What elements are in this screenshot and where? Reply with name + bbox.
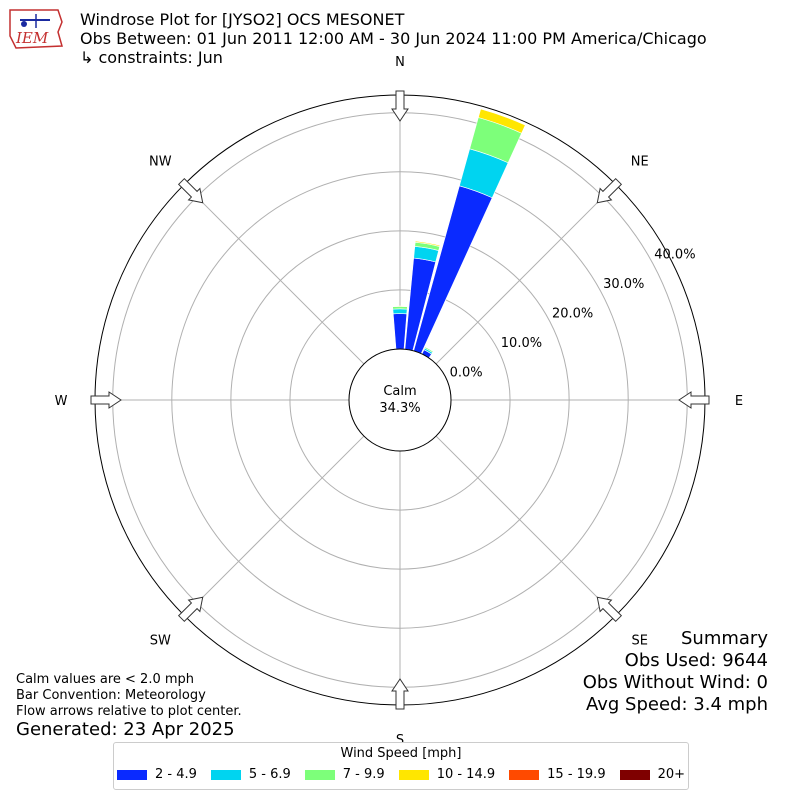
calm-value: 34.3% xyxy=(379,401,420,416)
legend-items: 2 - 4.9 5 - 6.9 7 - 9.9 10 - 14.9 15 - 19.9 2… xyxy=(114,767,688,782)
flow-arrow-icon xyxy=(177,177,204,204)
legend-swatch xyxy=(619,769,650,780)
flow-arrow-icon xyxy=(391,678,409,710)
radial-tick-label: 20.0% xyxy=(552,306,593,321)
calm-label: Calm xyxy=(383,384,416,399)
flow-arrow-shape xyxy=(90,391,122,409)
compass-label: NE xyxy=(631,154,649,169)
radial-tick-label: 40.0% xyxy=(654,247,695,262)
compass-label: NW xyxy=(149,154,172,169)
obs-without-wind: Obs Without Wind: 0 xyxy=(582,672,768,693)
bar-convention-note: Bar Convention: Meteorology xyxy=(16,688,206,703)
legend-swatch xyxy=(116,769,147,780)
wind-bars xyxy=(392,108,526,359)
compass-label: S xyxy=(396,733,404,748)
flow-arrow-shape xyxy=(391,678,409,710)
legend-item: 15 - 19.9 xyxy=(509,767,606,782)
compass-label: SW xyxy=(150,634,171,649)
wind-bar-segment xyxy=(392,308,408,315)
calm-note: Calm values are < 2.0 mph xyxy=(16,672,195,687)
avg-speed: Avg Speed: 3.4 mph xyxy=(586,694,768,715)
flow-arrows xyxy=(90,90,710,710)
generated-date: Generated: 23 Apr 2025 xyxy=(16,719,235,740)
obs-used: Obs Used: 9644 xyxy=(624,650,768,671)
flow-arrow-icon xyxy=(391,90,409,122)
flow-arrow-icon xyxy=(596,177,623,204)
radial-tick-label: 0.0% xyxy=(450,366,483,381)
wind-bar-segment xyxy=(424,346,434,354)
legend-label: 15 - 19.9 xyxy=(547,767,606,782)
flow-arrow-icon xyxy=(678,391,710,409)
flow-arrow-shape xyxy=(177,596,204,623)
summary-block: Summary Obs Used: 9644 Obs Without Wind:… xyxy=(583,628,768,716)
axis-labels: 0.0% 10.0% 20.0% 30.0% 40.0% N NE E SE S SW W NW xyxy=(55,55,744,748)
legend-item: 10 - 14.9 xyxy=(398,767,496,782)
compass-label: N xyxy=(395,55,405,70)
flow-arrow-icon xyxy=(177,596,204,623)
legend-label: 7 - 9.9 xyxy=(342,767,385,782)
flow-arrow-shape xyxy=(596,177,623,204)
radial-tick-label: 10.0% xyxy=(501,336,542,351)
chart-title: Windrose Plot for [JYSO2] OCS MESONET xyxy=(80,10,405,29)
legend-title: Wind Speed [mph] xyxy=(340,746,462,761)
legend-label: 5 - 6.9 xyxy=(248,767,291,782)
grid-spoke xyxy=(183,183,365,365)
flow-arrow-icon xyxy=(596,596,623,623)
radial-tick-label: 30.0% xyxy=(603,277,644,292)
constraints: ↳ constraints: Jun xyxy=(80,48,223,67)
logo-text: IEM xyxy=(15,29,49,47)
flow-arrow-shape xyxy=(391,90,409,122)
wind-bar-segment xyxy=(477,108,526,134)
grid-spoke xyxy=(435,183,617,365)
compass-label: E xyxy=(735,394,743,409)
legend: Wind Speed [mph] 2 - 4.9 5 - 6.9 7 - 9.9 10… xyxy=(113,742,689,790)
obs-range: Obs Between: 01 Jun 2011 12:00 AM - 30 J… xyxy=(80,29,707,48)
grid-spoke xyxy=(183,435,365,617)
legend-label: 2 - 4.9 xyxy=(154,767,197,782)
flow-note: Flow arrows relative to plot center. xyxy=(16,704,242,719)
iem-logo: IEM xyxy=(6,6,66,52)
flow-arrow-shape xyxy=(177,177,204,204)
legend-swatch xyxy=(398,769,429,780)
notes-block: Calm values are < 2.0 mph Bar Convention… xyxy=(16,672,242,720)
flow-arrow-icon xyxy=(90,391,122,409)
grid-spoke xyxy=(435,435,617,617)
legend-item: 7 - 9.9 xyxy=(304,767,385,782)
chart-title-block: Windrose Plot for [JYSO2] OCS MESONET Ob… xyxy=(80,10,707,67)
wind-bar-segment xyxy=(392,313,408,350)
legend-item: 20+ xyxy=(619,767,686,782)
legend-label: 10 - 14.9 xyxy=(436,767,496,782)
legend-swatch xyxy=(509,769,540,780)
wind-bar-segment xyxy=(414,240,441,247)
legend-swatch xyxy=(210,769,241,780)
wind-bar-segment xyxy=(392,305,408,308)
legend-item: 2 - 4.9 xyxy=(116,767,197,782)
legend-label: 20+ xyxy=(657,767,686,782)
compass-label: SE xyxy=(631,634,647,649)
legend-item: 5 - 6.9 xyxy=(210,767,291,782)
flow-arrow-shape xyxy=(678,391,710,409)
legend-swatch xyxy=(304,769,335,780)
calm-circle: Calm 34.3% xyxy=(348,348,452,452)
flow-arrow-shape xyxy=(596,596,623,623)
summary-heading: Summary xyxy=(681,628,768,649)
compass-label: W xyxy=(55,394,68,409)
